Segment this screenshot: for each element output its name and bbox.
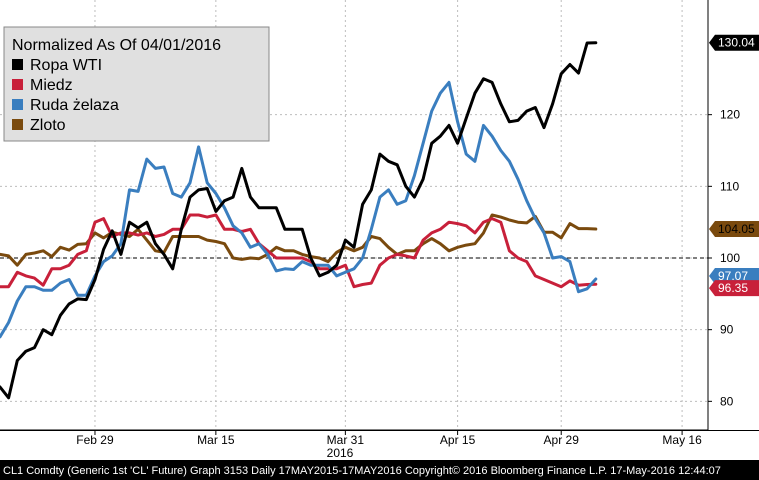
end-label-bg <box>709 34 759 51</box>
legend-swatch <box>12 59 23 70</box>
end-label-zloto: 104.05 <box>709 220 759 237</box>
x-tick-label: May 16 <box>662 433 702 447</box>
x-axis-year-label: 2016 <box>327 446 354 460</box>
x-tick-label: Feb 29 <box>76 433 114 447</box>
end-label-bg <box>709 280 759 297</box>
x-tick-label: Apr 15 <box>440 433 476 447</box>
end-label-text: 104.05 <box>718 222 755 236</box>
legend-box <box>3 26 270 142</box>
legend-item-label: Miedz <box>30 77 73 94</box>
footer-text: CL1 Comdty (Generic 1st 'CL' Future) Gra… <box>3 465 721 477</box>
end-label-ruda-elaza: 97.07 <box>709 267 759 284</box>
legend-swatch <box>12 119 23 130</box>
y-tick-label: 110 <box>720 179 739 193</box>
x-tick-label: Mar 31 <box>327 433 365 447</box>
y-axis-ticks: 80 90 100 110 120 <box>708 108 740 408</box>
end-label-text: 97.07 <box>718 269 748 283</box>
series-line-ropa-wti <box>0 41 598 400</box>
legend-swatch <box>12 99 23 110</box>
end-label-bg <box>709 220 759 237</box>
end-label-text: 96.35 <box>718 281 748 295</box>
legend-items: Ropa WTI Miedz Ruda żelaza Zloto <box>12 57 119 134</box>
legend-item-label: Ropa WTI <box>30 57 102 74</box>
series-line-zloto <box>0 213 598 267</box>
right-axis-area <box>708 0 759 430</box>
x-tick-label: Apr 29 <box>544 433 580 447</box>
legend-item-label: Ruda żelaza <box>30 97 119 114</box>
legend-item-label: Zloto <box>30 117 66 134</box>
legend-swatch <box>12 79 23 90</box>
y-tick-label: 100 <box>720 251 740 265</box>
end-label-text: 130.04 <box>718 36 755 50</box>
legend-title: Normalized As Of 04/01/2016 <box>12 37 221 54</box>
x-tick-label: Mar 15 <box>197 433 235 447</box>
x-axis-area <box>0 431 759 460</box>
y-tick-label: 120 <box>720 108 740 122</box>
end-label-ropa-wti: 130.04 <box>709 34 759 51</box>
y-tick-label: 90 <box>720 323 734 337</box>
x-axis-ticks: Feb 29 Mar 15 Mar 31 Apr 15 Apr 29 May 16 <box>76 430 702 447</box>
end-label-miedz: 96.35 <box>709 280 759 297</box>
legend: Normalized As Of 04/01/2016 Ropa WTI Mied… <box>3 26 270 142</box>
series-line-miedz <box>0 213 598 289</box>
series-lines <box>0 41 598 400</box>
y-tick-label: 80 <box>720 394 734 408</box>
end-label-bg <box>709 267 759 284</box>
